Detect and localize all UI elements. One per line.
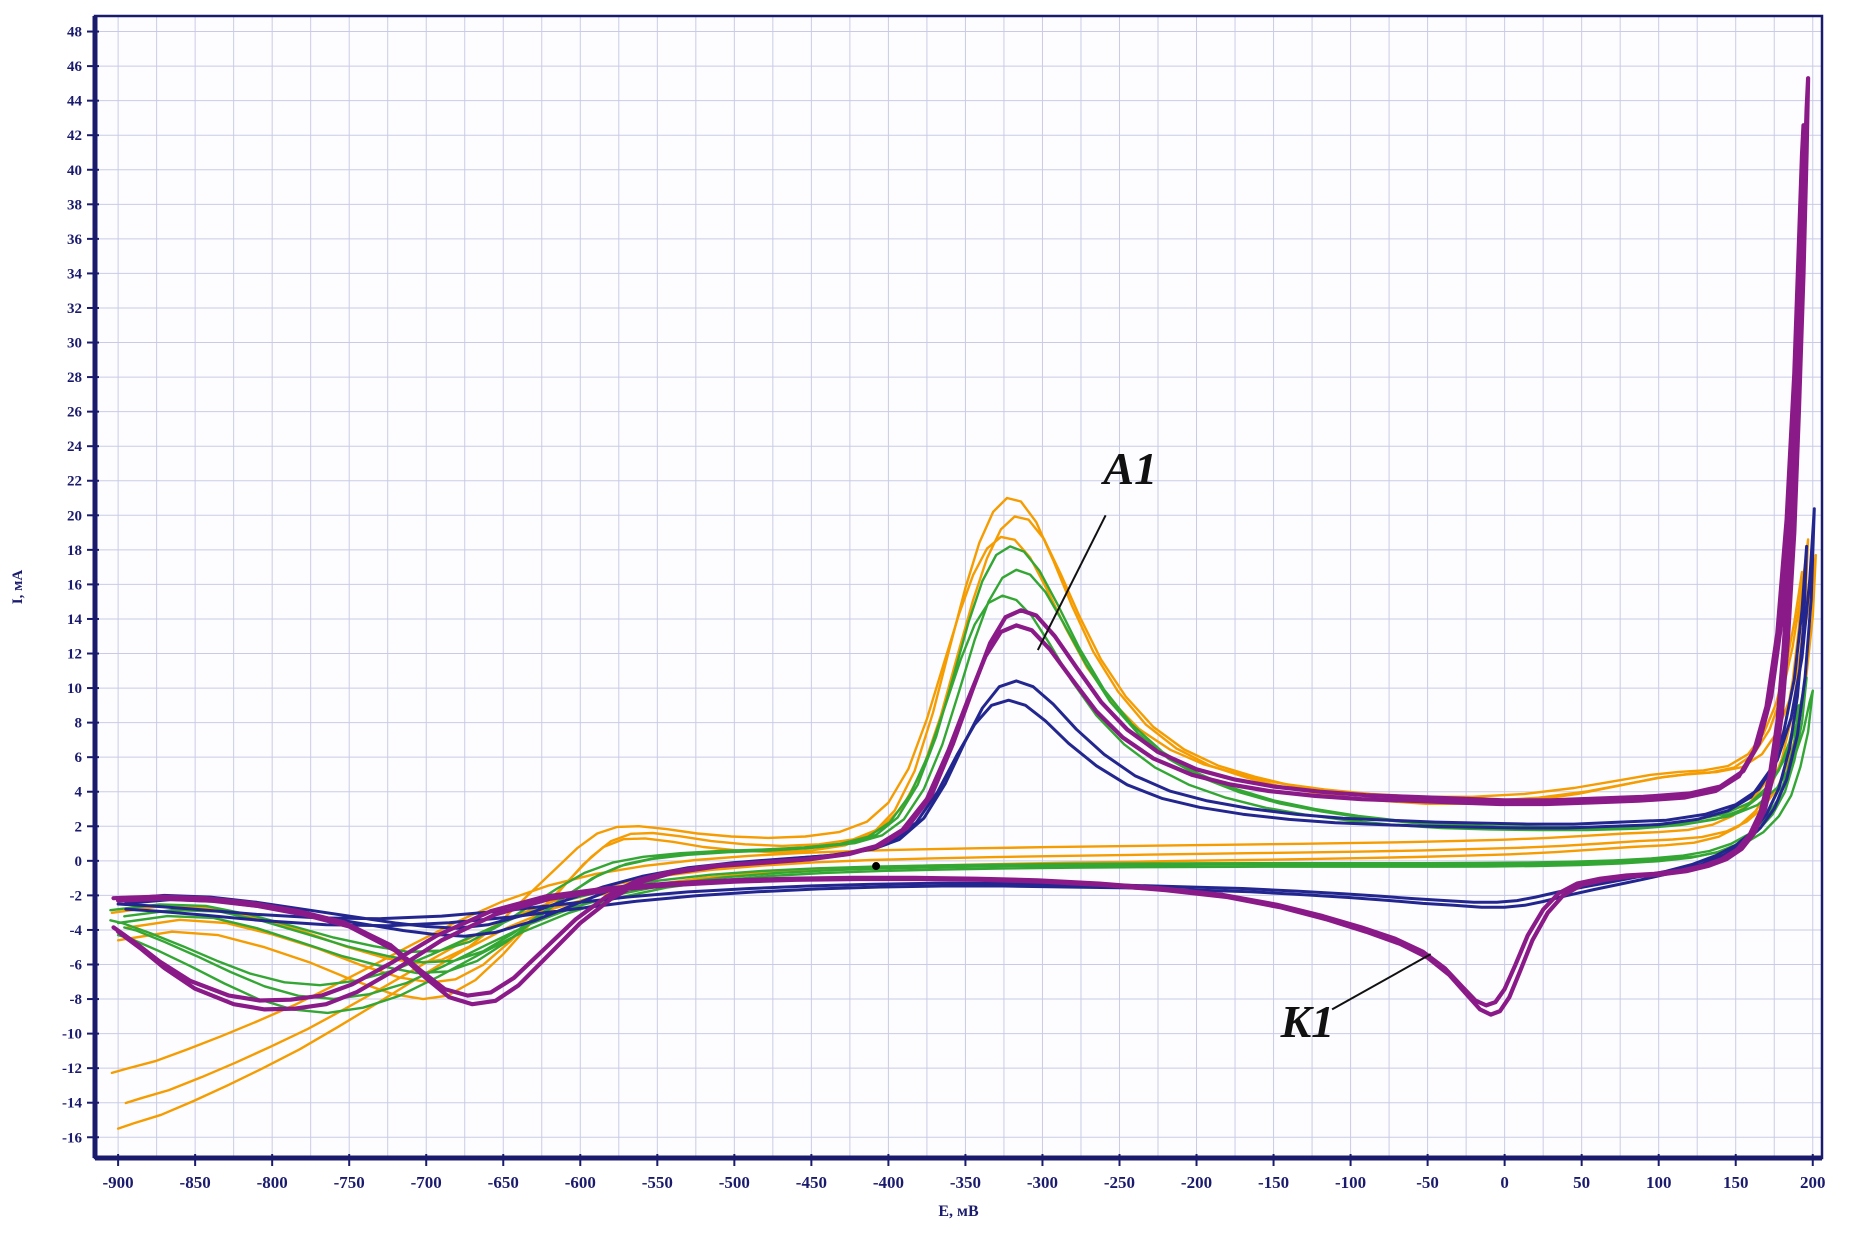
svg-text:-10: -10 xyxy=(62,1027,82,1043)
svg-text:100: 100 xyxy=(1646,1173,1672,1192)
svg-text:48: 48 xyxy=(67,25,82,41)
svg-text:-400: -400 xyxy=(873,1173,904,1192)
svg-text:16: 16 xyxy=(67,577,83,593)
svg-text:-350: -350 xyxy=(950,1173,981,1192)
svg-text:150: 150 xyxy=(1723,1173,1749,1192)
svg-text:-750: -750 xyxy=(334,1173,365,1192)
svg-text:40: 40 xyxy=(67,163,82,179)
svg-text:38: 38 xyxy=(67,197,82,213)
svg-text:-16: -16 xyxy=(62,1130,82,1146)
svg-text:E, мВ: E, мВ xyxy=(938,1203,979,1220)
svg-text:0: 0 xyxy=(1500,1173,1509,1192)
svg-text:-8: -8 xyxy=(70,992,83,1008)
svg-text:-2: -2 xyxy=(70,888,83,904)
svg-text:4: 4 xyxy=(75,785,83,801)
svg-text:-800: -800 xyxy=(257,1173,288,1192)
svg-text:28: 28 xyxy=(67,370,82,386)
svg-text:-650: -650 xyxy=(488,1173,519,1192)
svg-text:0: 0 xyxy=(75,854,83,870)
svg-text:34: 34 xyxy=(67,266,83,282)
svg-text:20: 20 xyxy=(67,508,82,524)
svg-text:14: 14 xyxy=(67,612,83,628)
svg-text:18: 18 xyxy=(67,543,82,559)
svg-text:-12: -12 xyxy=(62,1061,82,1077)
svg-text:200: 200 xyxy=(1800,1173,1826,1192)
svg-text:-850: -850 xyxy=(180,1173,211,1192)
svg-text:-100: -100 xyxy=(1335,1173,1366,1192)
svg-text:10: 10 xyxy=(67,681,82,697)
svg-text:-600: -600 xyxy=(565,1173,596,1192)
svg-text:-300: -300 xyxy=(1027,1173,1058,1192)
svg-text:6: 6 xyxy=(75,750,83,766)
svg-text:42: 42 xyxy=(67,128,82,144)
svg-text:-250: -250 xyxy=(1104,1173,1135,1192)
svg-text:46: 46 xyxy=(67,59,83,75)
svg-text:I, мА: I, мА xyxy=(10,570,26,605)
svg-text:2: 2 xyxy=(75,819,83,835)
svg-text:24: 24 xyxy=(67,439,83,455)
svg-text:26: 26 xyxy=(67,405,83,421)
svg-text:K1: K1 xyxy=(1280,996,1335,1047)
svg-text:-6: -6 xyxy=(70,957,83,973)
svg-text:-200: -200 xyxy=(1181,1173,1212,1192)
svg-text:-450: -450 xyxy=(796,1173,827,1192)
svg-text:-550: -550 xyxy=(642,1173,673,1192)
svg-text:8: 8 xyxy=(75,716,83,732)
svg-text:A1: A1 xyxy=(1100,443,1157,494)
svg-text:-900: -900 xyxy=(103,1173,134,1192)
svg-text:-150: -150 xyxy=(1258,1173,1289,1192)
svg-text:12: 12 xyxy=(67,647,82,663)
svg-text:44: 44 xyxy=(67,94,83,110)
svg-text:-14: -14 xyxy=(62,1096,82,1112)
svg-text:-50: -50 xyxy=(1416,1173,1439,1192)
svg-text:-700: -700 xyxy=(411,1173,442,1192)
svg-text:50: 50 xyxy=(1573,1173,1590,1192)
svg-text:-500: -500 xyxy=(719,1173,750,1192)
svg-text:32: 32 xyxy=(67,301,82,317)
svg-text:30: 30 xyxy=(67,336,82,352)
svg-text:36: 36 xyxy=(67,232,83,248)
svg-text:22: 22 xyxy=(67,474,82,490)
svg-text:-4: -4 xyxy=(70,923,83,939)
